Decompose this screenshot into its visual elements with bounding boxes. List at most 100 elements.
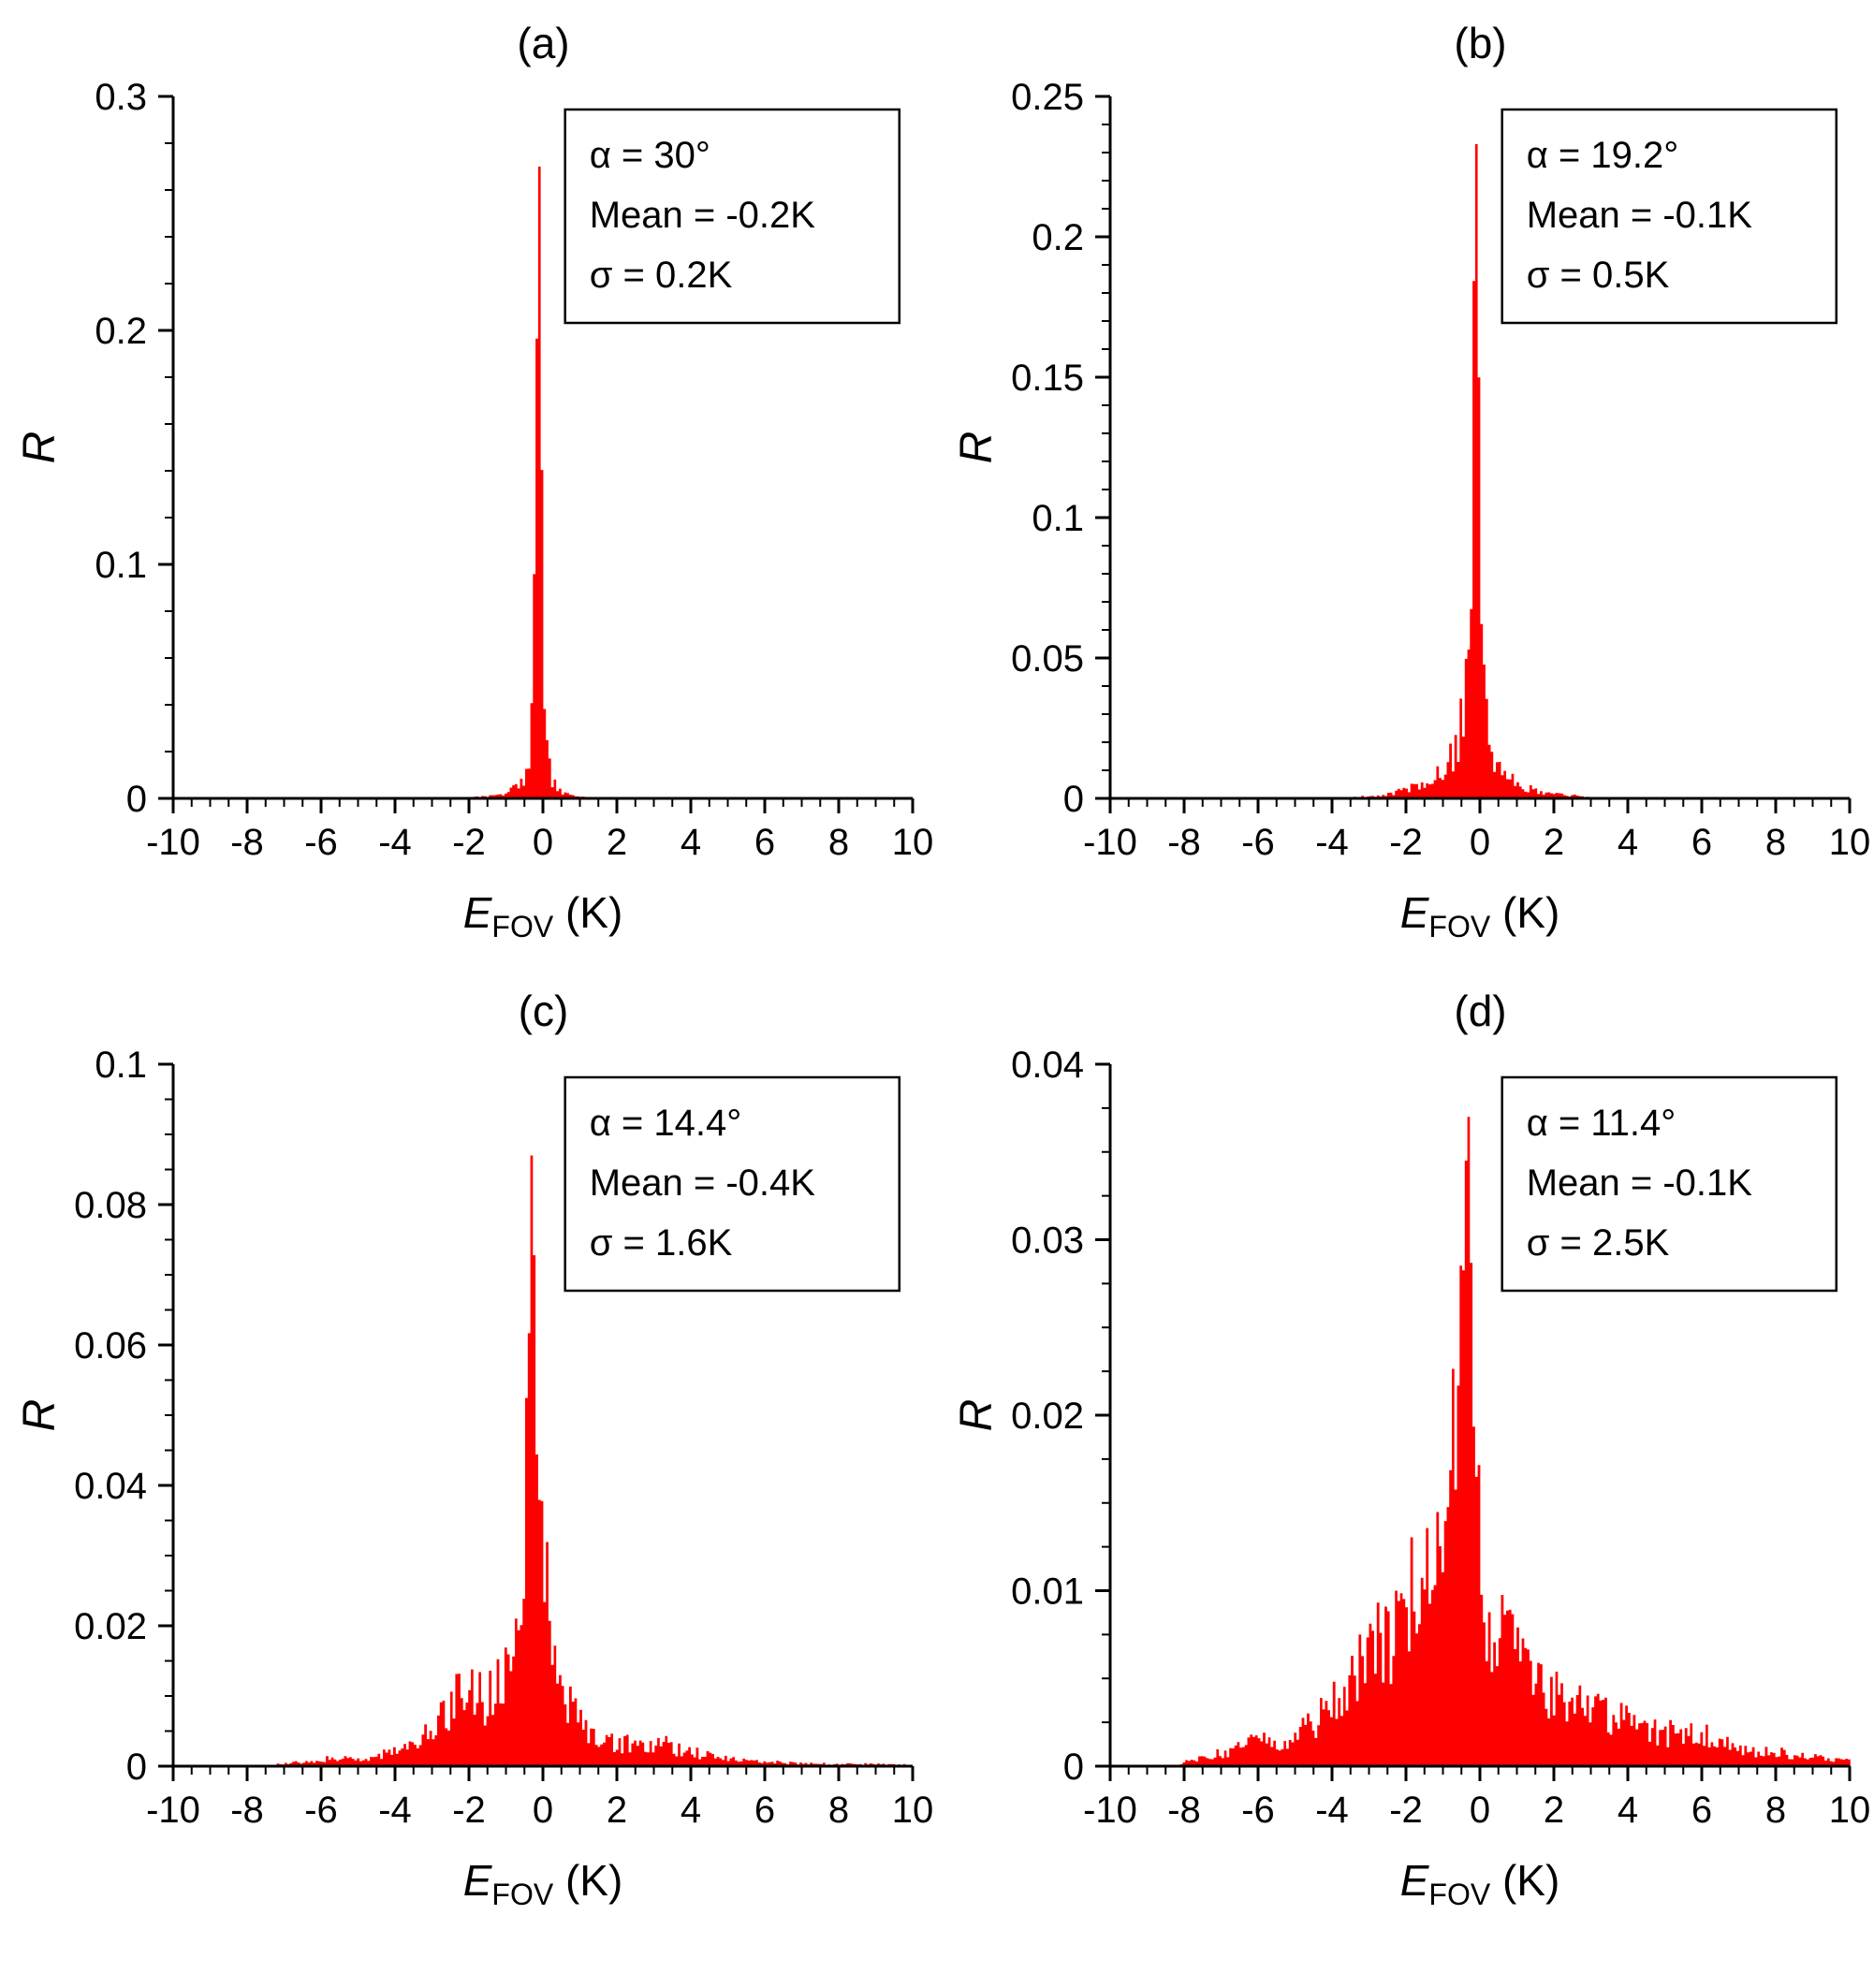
x-tick-label: -6 <box>304 822 338 863</box>
x-tick-label: -2 <box>1389 1790 1423 1831</box>
y-tick-label: 0.04 <box>74 1466 147 1507</box>
x-tick-label: 2 <box>1544 1790 1564 1831</box>
y-tick-label: 0 <box>1063 779 1084 820</box>
x-axis-label: EFOV (K) <box>463 888 623 943</box>
y-tick-label: 0.15 <box>1011 358 1084 399</box>
y-tick-label: 0.08 <box>74 1185 147 1226</box>
x-tick-label: 0 <box>1470 1790 1490 1831</box>
panel-c-title: (c) <box>518 987 569 1035</box>
histogram-bars <box>1335 144 1597 798</box>
x-tick-label: 6 <box>1691 822 1712 863</box>
y-tick-label: 0.2 <box>95 311 147 352</box>
x-tick-label: -10 <box>146 822 200 863</box>
x-major-ticks: -10 -8 -6 -4 -2 0 2 4 6 8 10 <box>1083 798 1870 863</box>
y-tick-label: 0.2 <box>1032 217 1084 258</box>
panel-d: (d) -10 -8 -6 -4 -2 0 2 4 6 8 10 0 0.01 0.02 0.03 0.04 E… <box>937 981 1874 1930</box>
x-tick-label: 4 <box>1618 1790 1638 1831</box>
x-tick-label: -4 <box>1315 822 1349 863</box>
x-minor-ticks <box>1127 798 1833 807</box>
x-tick-label: -10 <box>146 1790 200 1831</box>
annotation-sigma: σ = 0.5K <box>1527 255 1670 296</box>
x-tick-label: 4 <box>681 822 701 863</box>
stats-annotation-box: α = 19.2° Mean = -0.1K σ = 0.5K <box>1501 108 1838 325</box>
x-axis-label: EFOV (K) <box>1400 1856 1560 1911</box>
y-tick-label: 0.02 <box>74 1606 147 1647</box>
x-tick-label: 2 <box>607 822 627 863</box>
x-tick-label: 10 <box>892 822 934 863</box>
panel-b: (b) -10 -8 -6 -4 -2 0 2 4 6 8 10 0 0.05 0.1 0.15 0.2 0.2… <box>937 13 1874 962</box>
y-axis-label: R <box>952 431 1002 464</box>
x-tick-label: 4 <box>681 1790 701 1831</box>
x-tick-label: 6 <box>1691 1790 1712 1831</box>
x-tick-label: 10 <box>892 1790 934 1831</box>
y-axis-label: R <box>952 1399 1002 1432</box>
panel-c-plot: -10 -8 -6 -4 -2 0 2 4 6 8 10 0 0.02 0.04 0.06 0.08 0.1 EF… <box>0 1041 936 1930</box>
x-tick-label: 0 <box>1470 822 1490 863</box>
y-minor-ticks <box>1102 1106 1110 1724</box>
y-tick-label: 0.05 <box>1011 638 1084 680</box>
y-tick-label: 0 <box>1063 1747 1084 1788</box>
annotation-mean: Mean = -0.2K <box>590 195 816 236</box>
x-tick-label: -6 <box>304 1790 338 1831</box>
panel-b-plot: -10 -8 -6 -4 -2 0 2 4 6 8 10 0 0.05 0.1 0.15 0.2 0.25 EFO… <box>937 73 1873 962</box>
y-minor-ticks <box>165 142 173 753</box>
annotation-sigma: σ = 2.5K <box>1527 1222 1670 1264</box>
y-minor-ticks <box>165 1098 173 1732</box>
x-tick-label: 10 <box>1829 1790 1871 1831</box>
annotation-alpha: α = 14.4° <box>590 1103 742 1144</box>
y-tick-label: 0.25 <box>1011 77 1084 118</box>
panel-d-title: (d) <box>1454 987 1507 1035</box>
y-major-ticks: 0 0.02 0.04 0.06 0.08 0.1 <box>74 1045 173 1788</box>
x-tick-label: 8 <box>1765 1790 1786 1831</box>
panel-b-title: (b) <box>1454 19 1507 67</box>
y-tick-label: 0.01 <box>1011 1571 1084 1613</box>
y-tick-label: 0.1 <box>1032 498 1084 539</box>
y-minor-ticks <box>1102 124 1110 771</box>
y-tick-label: 0 <box>126 779 147 820</box>
annotation-mean: Mean = -0.4K <box>590 1162 816 1204</box>
y-tick-label: 0.04 <box>1011 1045 1084 1086</box>
x-tick-label: -2 <box>452 822 486 863</box>
annotation-alpha: α = 30° <box>590 135 710 176</box>
x-tick-label: -4 <box>378 1790 412 1831</box>
x-minor-ticks <box>190 1766 896 1775</box>
x-major-ticks: -10 -8 -6 -4 -2 0 2 4 6 8 10 <box>1083 1766 1870 1831</box>
x-tick-label: -2 <box>1389 822 1423 863</box>
x-tick-label: 6 <box>754 822 775 863</box>
annotation-alpha: α = 11.4° <box>1527 1103 1676 1144</box>
stats-annotation-box: α = 30° Mean = -0.2K σ = 0.2K <box>564 108 901 325</box>
panel-c-svg: -10 -8 -6 -4 -2 0 2 4 6 8 10 0 0.02 0.04 0.06 0.08 0.1 EF… <box>15 1045 934 1911</box>
x-tick-label: -8 <box>1167 1790 1201 1831</box>
x-tick-label: -8 <box>230 1790 264 1831</box>
y-tick-label: 0.1 <box>95 1045 147 1086</box>
x-minor-ticks <box>1127 1766 1833 1775</box>
x-major-ticks: -10 -8 -6 -4 -2 0 2 4 6 8 10 <box>146 798 933 863</box>
y-major-ticks: 0 0.01 0.02 0.03 0.04 <box>1011 1045 1110 1788</box>
y-tick-label: 0.02 <box>1011 1396 1084 1437</box>
panel-b-svg: -10 -8 -6 -4 -2 0 2 4 6 8 10 0 0.05 0.1 0.15 0.2 0.25 EFO… <box>952 77 1870 943</box>
y-axis-label: R <box>15 1399 65 1432</box>
panel-a-svg: -10 -8 -6 -4 -2 0 2 4 6 8 10 0 0.1 0.2 0.3 EFOV (K) Rα =… <box>15 77 933 943</box>
x-tick-label: -4 <box>1315 1790 1349 1831</box>
annotation-sigma: σ = 1.6K <box>590 1222 733 1264</box>
x-axis-label: EFOV (K) <box>463 1856 623 1911</box>
x-tick-label: -10 <box>1083 1790 1137 1831</box>
x-tick-label: -8 <box>1167 822 1201 863</box>
stats-annotation-box: α = 11.4° Mean = -0.1K σ = 2.5K <box>1501 1075 1838 1293</box>
x-tick-label: 10 <box>1829 822 1871 863</box>
annotation-sigma: σ = 0.2K <box>590 255 733 296</box>
x-tick-label: -10 <box>1083 822 1137 863</box>
y-tick-label: 0.06 <box>74 1325 147 1367</box>
annotation-mean: Mean = -0.1K <box>1527 1162 1753 1204</box>
panel-a-title: (a) <box>517 19 570 67</box>
x-minor-ticks <box>190 798 896 807</box>
x-tick-label: 2 <box>1544 822 1564 863</box>
y-tick-label: 0.03 <box>1011 1221 1084 1262</box>
x-tick-label: 8 <box>1765 822 1786 863</box>
x-tick-label: -4 <box>378 822 412 863</box>
panel-c: (c) -10 -8 -6 -4 -2 0 2 4 6 8 10 0 0.02 0.04 0.06 0.08 0… <box>0 981 937 1930</box>
x-tick-label: 0 <box>533 1790 553 1831</box>
x-tick-label: 8 <box>828 1790 849 1831</box>
x-tick-label: -6 <box>1241 1790 1275 1831</box>
